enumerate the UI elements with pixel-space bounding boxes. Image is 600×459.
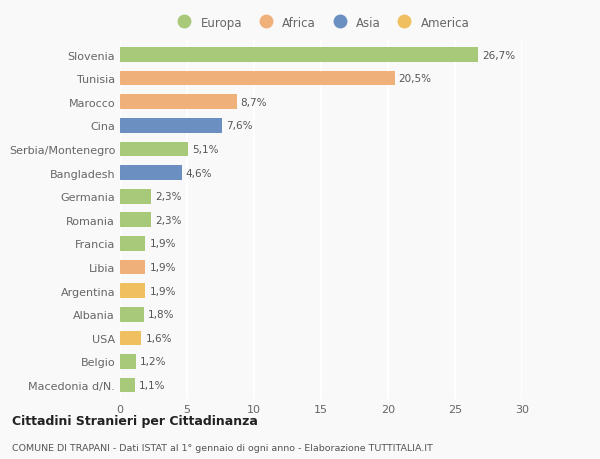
Text: 1,8%: 1,8% <box>148 309 175 319</box>
Text: 2,3%: 2,3% <box>155 215 181 225</box>
Bar <box>120 260 145 275</box>
Bar <box>120 236 145 251</box>
Bar <box>120 354 136 369</box>
Bar <box>120 48 478 63</box>
Text: 2,3%: 2,3% <box>155 192 181 202</box>
Bar <box>120 119 222 134</box>
Text: 1,2%: 1,2% <box>140 357 167 367</box>
Bar <box>120 166 182 180</box>
Text: 1,9%: 1,9% <box>149 286 176 296</box>
Text: 1,9%: 1,9% <box>149 263 176 273</box>
Bar <box>120 307 144 322</box>
Text: COMUNE DI TRAPANI - Dati ISTAT al 1° gennaio di ogni anno - Elaborazione TUTTITA: COMUNE DI TRAPANI - Dati ISTAT al 1° gen… <box>12 443 433 452</box>
Bar <box>120 378 135 392</box>
Text: 7,6%: 7,6% <box>226 121 253 131</box>
Bar <box>120 95 236 110</box>
Text: 8,7%: 8,7% <box>241 98 267 107</box>
Bar <box>120 331 142 345</box>
Bar <box>120 190 151 204</box>
Text: 20,5%: 20,5% <box>399 74 432 84</box>
Bar <box>120 142 188 157</box>
Text: 4,6%: 4,6% <box>185 168 212 178</box>
Bar <box>120 284 145 298</box>
Text: 5,1%: 5,1% <box>193 145 219 155</box>
Text: 1,1%: 1,1% <box>139 380 165 390</box>
Legend: Europa, Africa, Asia, America: Europa, Africa, Asia, America <box>170 14 472 32</box>
Text: 1,9%: 1,9% <box>149 239 176 249</box>
Text: 1,6%: 1,6% <box>145 333 172 343</box>
Bar <box>120 72 395 86</box>
Bar <box>120 213 151 228</box>
Text: Cittadini Stranieri per Cittadinanza: Cittadini Stranieri per Cittadinanza <box>12 414 258 428</box>
Text: 26,7%: 26,7% <box>482 50 515 61</box>
